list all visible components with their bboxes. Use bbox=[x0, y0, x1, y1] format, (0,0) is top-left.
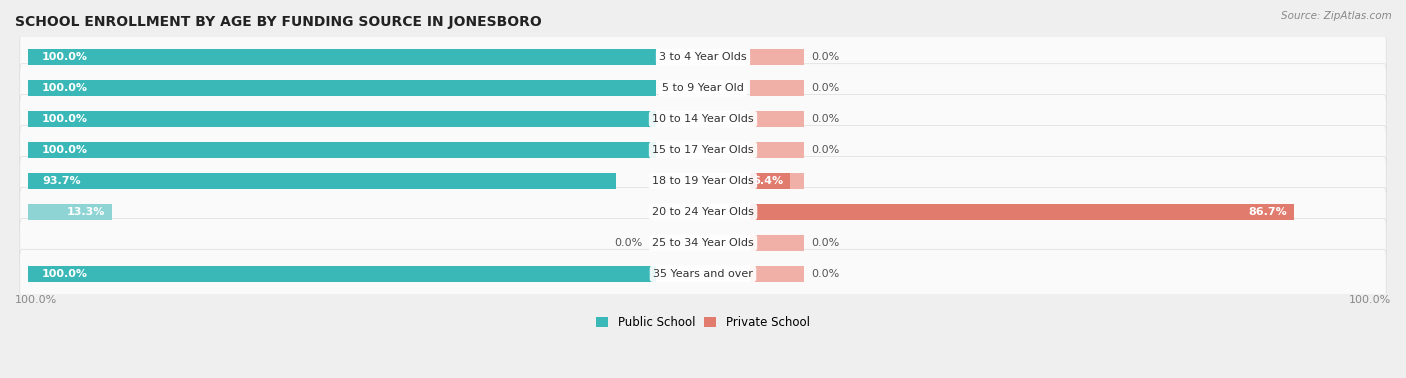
Text: 0.0%: 0.0% bbox=[811, 269, 839, 279]
FancyBboxPatch shape bbox=[20, 33, 1386, 82]
Text: 0.0%: 0.0% bbox=[811, 238, 839, 248]
Text: 93.7%: 93.7% bbox=[42, 176, 80, 186]
Text: 15 to 17 Year Olds: 15 to 17 Year Olds bbox=[652, 145, 754, 155]
FancyBboxPatch shape bbox=[20, 218, 1386, 267]
FancyBboxPatch shape bbox=[20, 125, 1386, 174]
Bar bbox=[28, 204, 112, 220]
Text: 0.0%: 0.0% bbox=[811, 145, 839, 155]
Text: 13.3%: 13.3% bbox=[67, 207, 105, 217]
Bar bbox=[28, 111, 655, 127]
FancyBboxPatch shape bbox=[20, 187, 1386, 236]
Text: 0.0%: 0.0% bbox=[811, 114, 839, 124]
Bar bbox=[28, 142, 655, 158]
Bar bbox=[751, 80, 804, 96]
Bar bbox=[28, 49, 655, 65]
Bar bbox=[751, 204, 1294, 220]
Bar bbox=[751, 111, 804, 127]
Bar bbox=[751, 142, 804, 158]
Text: 0.0%: 0.0% bbox=[614, 238, 643, 248]
Text: 3 to 4 Year Olds: 3 to 4 Year Olds bbox=[659, 52, 747, 62]
Bar bbox=[751, 173, 804, 189]
Bar bbox=[751, 204, 804, 220]
Text: 0.0%: 0.0% bbox=[811, 52, 839, 62]
Bar bbox=[751, 235, 804, 251]
Text: 25 to 34 Year Olds: 25 to 34 Year Olds bbox=[652, 238, 754, 248]
Text: 100.0%: 100.0% bbox=[42, 83, 89, 93]
Bar bbox=[751, 173, 790, 189]
Text: 10 to 14 Year Olds: 10 to 14 Year Olds bbox=[652, 114, 754, 124]
Bar bbox=[28, 266, 655, 282]
Text: 0.0%: 0.0% bbox=[811, 83, 839, 93]
Legend: Public School, Private School: Public School, Private School bbox=[592, 312, 814, 334]
Text: 5 to 9 Year Old: 5 to 9 Year Old bbox=[662, 83, 744, 93]
Text: 100.0%: 100.0% bbox=[42, 114, 89, 124]
Bar bbox=[28, 80, 655, 96]
Text: Source: ZipAtlas.com: Source: ZipAtlas.com bbox=[1281, 11, 1392, 21]
Text: 35 Years and over: 35 Years and over bbox=[652, 269, 754, 279]
FancyBboxPatch shape bbox=[20, 249, 1386, 298]
Text: 86.7%: 86.7% bbox=[1249, 207, 1288, 217]
Text: 100.0%: 100.0% bbox=[42, 52, 89, 62]
Text: 100.0%: 100.0% bbox=[42, 269, 89, 279]
Text: 6.4%: 6.4% bbox=[752, 176, 783, 186]
Text: SCHOOL ENROLLMENT BY AGE BY FUNDING SOURCE IN JONESBORO: SCHOOL ENROLLMENT BY AGE BY FUNDING SOUR… bbox=[15, 15, 541, 29]
Bar bbox=[751, 266, 804, 282]
Text: 100.0%: 100.0% bbox=[15, 295, 58, 305]
Text: 100.0%: 100.0% bbox=[42, 145, 89, 155]
Bar bbox=[751, 49, 804, 65]
Text: 20 to 24 Year Olds: 20 to 24 Year Olds bbox=[652, 207, 754, 217]
FancyBboxPatch shape bbox=[20, 64, 1386, 113]
FancyBboxPatch shape bbox=[20, 94, 1386, 144]
FancyBboxPatch shape bbox=[20, 156, 1386, 205]
Text: 18 to 19 Year Olds: 18 to 19 Year Olds bbox=[652, 176, 754, 186]
Bar bbox=[28, 173, 616, 189]
Text: 100.0%: 100.0% bbox=[1348, 295, 1391, 305]
